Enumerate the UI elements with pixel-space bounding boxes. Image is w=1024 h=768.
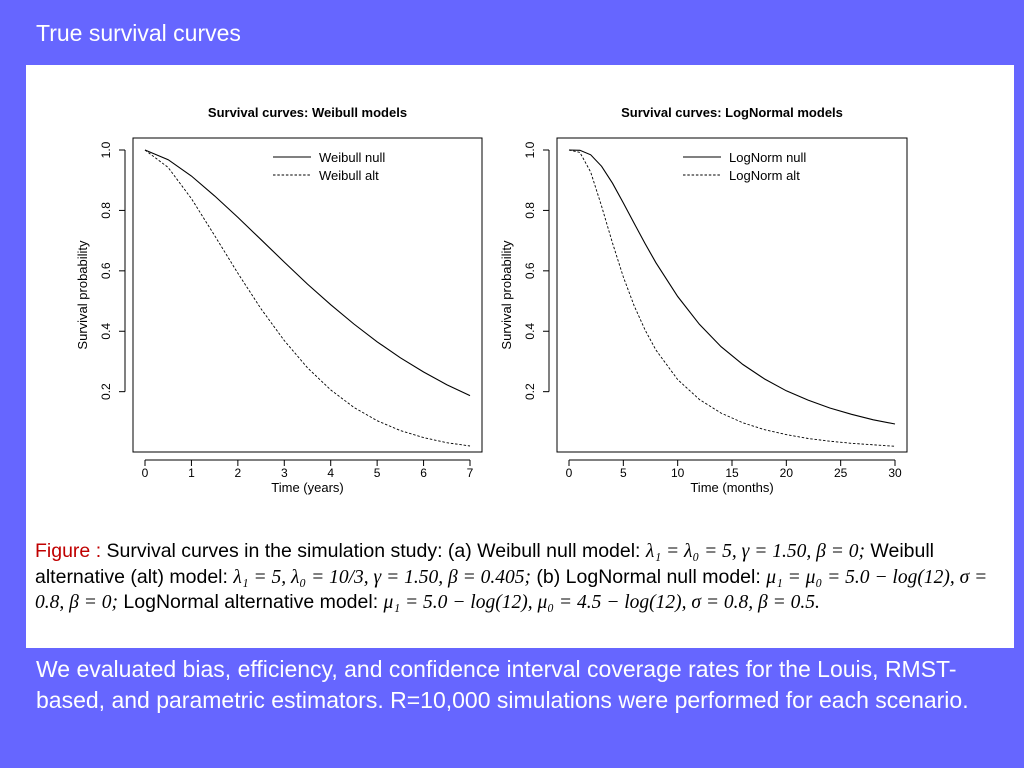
x-tick-label-1-6: 30 (888, 466, 902, 480)
survival-charts: Survival curves: Weibull models 0 1 2 3 4 5 6 7 T… (75, 105, 908, 495)
figure-panel: Survival curves: Weibull models 0 1 2 3 4 5 6 7 T… (26, 65, 1014, 648)
y-tick-label-1-2: 0.6 (523, 262, 537, 279)
caption-math-1: λ₁ = λ₀ = 5, γ = 1.50, β = 0; (645, 541, 865, 562)
x-tick-label-0-1: 1 (188, 466, 195, 480)
caption-math-4: μ₁ = 5.0 − log(12), μ₀ = 4.5 − log(12), … (383, 592, 820, 613)
y-tick-label-0-2: 0.6 (99, 262, 113, 279)
caption-math-3: μ₁ = μ₀ = 5.0 − log(12), σ = 0.8, β = 0; (35, 566, 988, 614)
slide-body-text: We evaluated bias, efficiency, and confi… (36, 656, 969, 713)
y-tick-label-0-4: 1.0 (99, 141, 113, 158)
y-tick-label-0-1: 0.4 (99, 323, 113, 340)
caption-text-3: (b) LogNormal null model: (531, 565, 767, 588)
plot-frame-1 (556, 137, 908, 453)
x-axis-label-1: Time (months) (690, 480, 773, 495)
y-tick-label-0-3: 0.8 (99, 202, 113, 219)
y-tick-label-1-3: 0.8 (523, 202, 537, 219)
chart-title-1: Survival curves: LogNormal models (621, 105, 843, 120)
y-tick-label-1-0: 0.2 (523, 383, 537, 400)
series-line-1-1 (568, 149, 896, 447)
y-axis-label-1: Survival probability (499, 240, 514, 350)
caption-text-4: LogNormal alternative model: (118, 591, 384, 613)
x-tick-label-0-6: 6 (420, 466, 427, 480)
y-axis-label-0: Survival probability (75, 240, 90, 350)
caption-text-1: Survival curves in the simulation study:… (101, 540, 646, 562)
x-tick-label-0-4: 4 (327, 466, 334, 480)
y-tick-label-1-4: 1.0 (523, 141, 537, 158)
y-tick-label-1-1: 0.4 (523, 323, 537, 340)
x-tick-label-1-5: 25 (834, 466, 848, 480)
x-tick-label-1-3: 15 (725, 466, 739, 480)
legend-label-1-1: LogNorm alt (729, 168, 800, 183)
series-line-0-0 (144, 149, 471, 397)
caption-math-2: λ₁ = 5, λ₀ = 10/3, γ = 1.50, β = 0.405; (233, 566, 531, 588)
caption-text-2: Weibull alternative (alt) model: (35, 540, 935, 588)
figure-caption: Figure : Survival curves in the simulati… (35, 539, 1010, 616)
legend-label-1-0: LogNorm null (729, 150, 806, 165)
y-tick-label-0-0: 0.2 (99, 383, 113, 400)
series-line-1-0 (568, 149, 896, 425)
legend-label-0-1: Weibull alt (319, 168, 379, 183)
x-tick-label-0-7: 7 (467, 466, 474, 480)
x-axis-label-0: Time (years) (271, 480, 343, 495)
series-line-0-1 (144, 149, 471, 447)
x-tick-label-0-3: 3 (281, 466, 288, 480)
x-tick-label-1-1: 5 (620, 466, 627, 480)
slide-title: True survival curves (36, 20, 241, 46)
x-tick-label-0-0: 0 (142, 466, 149, 480)
plot-frame-0 (132, 137, 483, 453)
x-tick-label-1-2: 10 (671, 466, 685, 480)
x-tick-label-1-0: 0 (566, 466, 573, 480)
legend-label-0-0: Weibull null (319, 150, 385, 165)
chart-title-0: Survival curves: Weibull models (208, 105, 407, 120)
x-tick-label-0-2: 2 (235, 466, 242, 480)
x-tick-label-0-5: 5 (374, 466, 381, 480)
x-tick-label-1-4: 20 (780, 466, 794, 480)
caption-lead: Figure : (35, 540, 102, 562)
